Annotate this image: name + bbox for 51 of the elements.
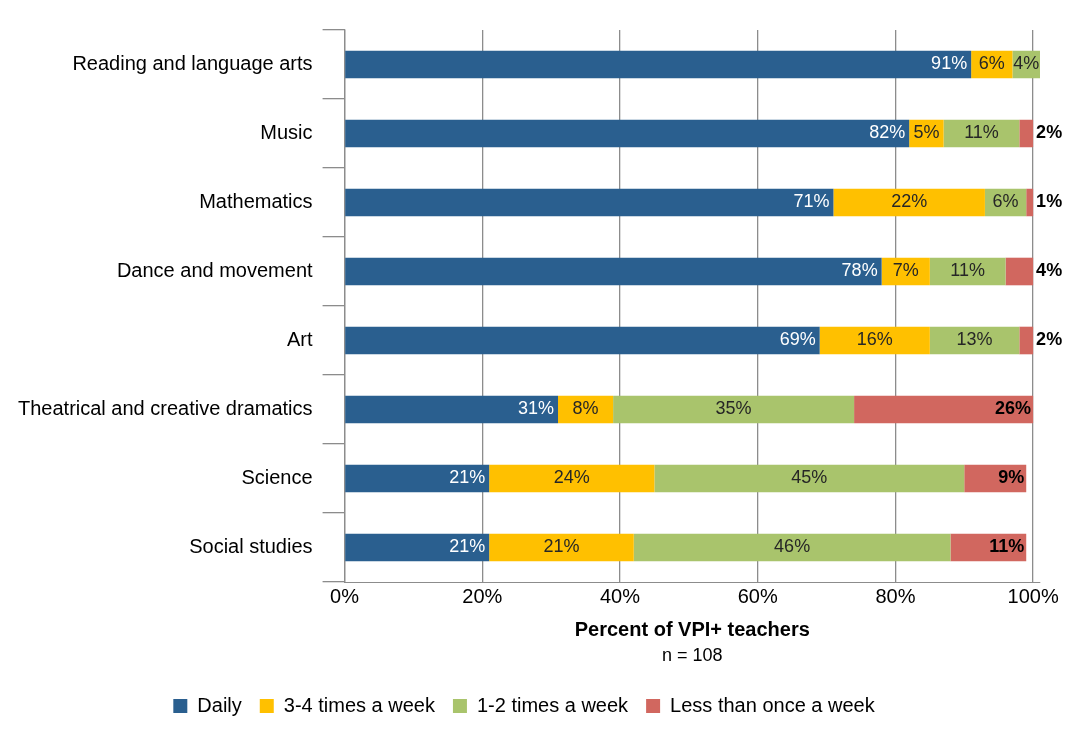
data-label: 21% (543, 536, 580, 557)
x-axis-title: Percent of VPI+ teachers (574, 617, 810, 640)
x-tick-label: 40% (599, 584, 641, 607)
data-label: 16% (856, 329, 893, 350)
y-tick-label: Reading and language arts (72, 52, 313, 75)
y-tick-label: Music (260, 121, 313, 144)
y-tick-label: Theatrical and creative dramatics (17, 397, 313, 420)
data-label: 26% (995, 398, 1032, 419)
legend-label: Less than once a week (670, 693, 876, 716)
data-label: 35% (715, 398, 752, 419)
data-label: 8% (572, 398, 599, 419)
data-label: 4% (1036, 260, 1063, 281)
x-tick-label: 0% (330, 584, 360, 607)
legend-label: Daily (197, 693, 242, 716)
data-label: 9% (998, 467, 1025, 488)
x-tick-label: 100% (1007, 584, 1059, 607)
y-tick-label: Science (241, 466, 313, 489)
x-tick-label: 20% (462, 584, 503, 607)
y-tick-label: Art (287, 328, 314, 351)
data-label: 31% (517, 398, 555, 419)
x-tick-label: 80% (875, 584, 916, 607)
data-label: 21% (449, 467, 486, 488)
data-label: 6% (992, 191, 1019, 212)
data-label: 6% (978, 53, 1005, 74)
data-label: 11% (989, 536, 1025, 557)
data-label: 82% (869, 122, 906, 143)
data-label: 7% (892, 260, 919, 281)
data-label: 2% (1036, 122, 1063, 143)
data-label: 4% (1013, 53, 1040, 74)
legend-label: 1-2 times a week (476, 693, 630, 716)
data-label: 5% (913, 122, 940, 143)
data-label: 2% (1036, 329, 1063, 350)
x-tick-label: 60% (737, 584, 778, 607)
data-label: 21% (449, 536, 486, 557)
y-tick-label: Mathematics (199, 190, 313, 213)
data-label: 24% (553, 467, 590, 488)
text: n = 108 (662, 644, 723, 665)
data-label: 11% (964, 122, 999, 143)
data-label: 1% (1036, 191, 1063, 212)
data-label: 91% (931, 53, 968, 74)
data-label: 22% (891, 191, 928, 212)
data-label: 69% (779, 329, 816, 350)
y-tick-label: Dance and movement (116, 259, 314, 282)
data-label: 11% (950, 260, 986, 281)
data-label: 71% (793, 191, 830, 212)
legend-label: 3-4 times a week (283, 693, 436, 716)
data-label: 45% (791, 467, 828, 488)
data-label: 78% (841, 260, 878, 281)
data-label: 46% (774, 536, 811, 557)
y-tick-label: Social studies (189, 535, 313, 558)
data-label: 13% (956, 329, 993, 350)
